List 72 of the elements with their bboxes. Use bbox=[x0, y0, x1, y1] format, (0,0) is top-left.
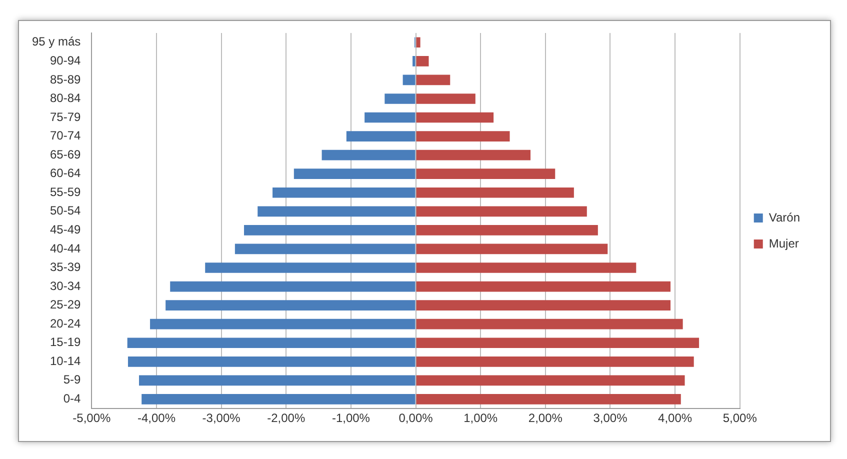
x-tick-label: 4,00% bbox=[658, 411, 692, 426]
x-tick-label: -1,00% bbox=[332, 411, 370, 426]
bar bbox=[416, 262, 636, 273]
y-tick-label: 95 y más bbox=[32, 34, 81, 49]
bar bbox=[322, 150, 416, 160]
x-tick-label: 2,00% bbox=[528, 411, 563, 426]
bar bbox=[416, 375, 685, 386]
bar bbox=[166, 300, 416, 310]
y-tick-label: 45-49 bbox=[50, 222, 81, 237]
y-tick-label: 20-24 bbox=[50, 316, 81, 330]
bar bbox=[416, 150, 531, 160]
y-tick-label: 60-64 bbox=[50, 166, 81, 180]
y-tick-label: 90-94 bbox=[50, 53, 81, 68]
bar bbox=[416, 112, 494, 123]
y-tick-label: 85-89 bbox=[50, 72, 81, 86]
bar bbox=[416, 225, 598, 236]
bar bbox=[346, 131, 416, 142]
bar bbox=[416, 187, 574, 198]
bar bbox=[416, 338, 700, 348]
x-tick-label: -3,00% bbox=[202, 411, 241, 426]
bar bbox=[416, 94, 476, 104]
y-tick-label: 50-54 bbox=[50, 204, 81, 218]
y-tick-label: 15-19 bbox=[50, 335, 81, 350]
y-tick-label: 10-14 bbox=[50, 354, 81, 368]
bar bbox=[416, 56, 429, 66]
bar bbox=[416, 74, 450, 86]
x-tick-label: 5,00% bbox=[722, 411, 758, 426]
bar bbox=[416, 244, 608, 254]
bar bbox=[364, 112, 416, 123]
legend-label: Varón bbox=[768, 210, 800, 224]
y-tick-label: 0-4 bbox=[63, 392, 82, 406]
bar bbox=[416, 168, 556, 180]
bar bbox=[205, 262, 416, 273]
y-tick-label: 35-39 bbox=[50, 260, 81, 274]
bar bbox=[416, 131, 510, 142]
bar bbox=[142, 394, 416, 404]
bar bbox=[244, 225, 416, 236]
bar bbox=[234, 244, 416, 254]
bar bbox=[402, 74, 416, 86]
bar bbox=[272, 187, 416, 198]
bar bbox=[150, 318, 416, 330]
x-tick-label: 3,00% bbox=[593, 411, 628, 426]
x-tick-label: -2,00% bbox=[267, 411, 306, 426]
bar bbox=[294, 168, 416, 180]
y-tick-label: 65-69 bbox=[50, 147, 81, 162]
x-tick-label: -4,00% bbox=[137, 411, 176, 426]
y-tick-label: 25-29 bbox=[50, 298, 81, 312]
y-tick-label: 80-84 bbox=[50, 91, 81, 106]
bar bbox=[416, 206, 587, 217]
bar bbox=[128, 356, 416, 367]
bar bbox=[416, 394, 681, 404]
bar bbox=[416, 281, 671, 292]
x-tick-label: 0,00% bbox=[398, 411, 434, 426]
legend-label: Mujer bbox=[768, 236, 799, 250]
y-tick-label: 5-9 bbox=[63, 372, 82, 387]
bar bbox=[416, 356, 694, 367]
bar bbox=[127, 338, 416, 348]
bar bbox=[384, 94, 416, 104]
y-tick-label: 30-34 bbox=[50, 278, 81, 293]
y-tick-label: 55-59 bbox=[50, 184, 81, 199]
bar bbox=[416, 300, 671, 310]
y-tick-label: 40-44 bbox=[50, 241, 81, 256]
bar bbox=[139, 375, 416, 386]
bar bbox=[416, 37, 420, 48]
x-tick-label: -5,00% bbox=[72, 411, 112, 426]
x-tick-label: 1,00% bbox=[464, 411, 498, 426]
bar bbox=[258, 206, 416, 217]
bar bbox=[412, 56, 416, 66]
y-tick-label: 75-79 bbox=[50, 110, 81, 124]
y-tick-label: 70-74 bbox=[50, 128, 81, 143]
bar bbox=[170, 281, 416, 292]
bar bbox=[416, 318, 683, 330]
